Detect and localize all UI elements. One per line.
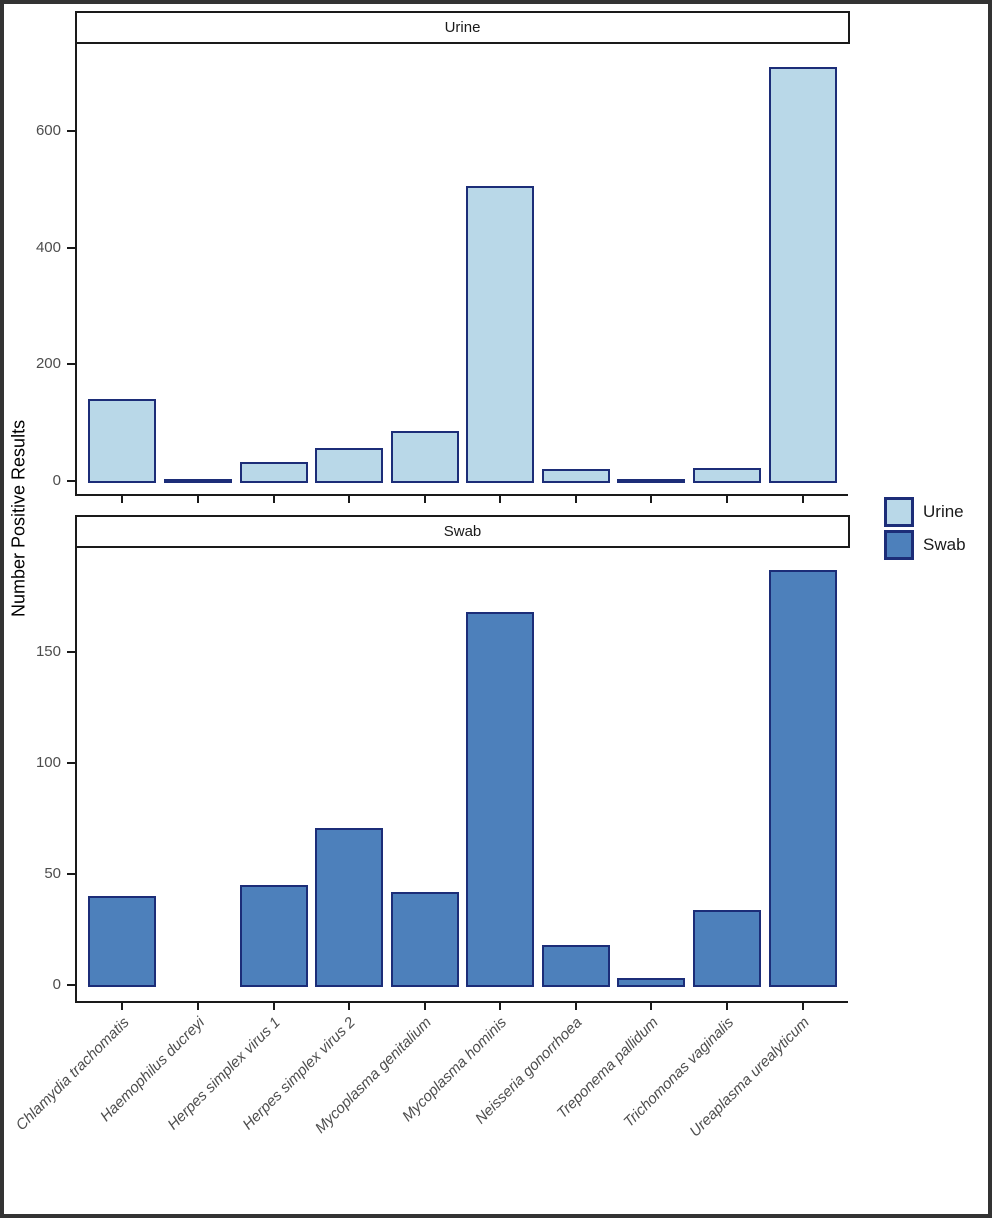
x-tick-urine-herpes-simplex-virus-1	[272, 496, 275, 503]
y-tick-swab-0	[67, 984, 75, 986]
y-tick-swab-100	[67, 762, 75, 765]
bar-urine-neisseria-gonorrhoea	[541, 469, 610, 483]
bar-urine-treponema-pallidum	[617, 479, 686, 483]
x-tick-urine-neisseria-gonorrhoea	[574, 496, 577, 503]
y-tick-label-swab-50: 50	[44, 865, 61, 883]
bar-swab-mycoplasma-hominis	[466, 612, 535, 987]
y-tick-swab-150	[67, 651, 75, 654]
bar-urine-herpes-simplex-virus-2	[315, 448, 384, 483]
x-tick-urine-chlamydia-trachomatis	[121, 496, 124, 503]
legend-item-urine: Urine	[884, 497, 966, 527]
x-tick-swab-neisseria-gonorrhoea	[574, 1003, 577, 1010]
x-tick-swab-haemophilus-ducreyi	[196, 1003, 199, 1010]
x-tick-swab-herpes-simplex-virus-1	[272, 1003, 275, 1010]
bar-urine-chlamydia-trachomatis	[88, 399, 157, 483]
y-tick-label-urine-600: 600	[35, 122, 61, 140]
legend-label-urine: Urine	[923, 502, 964, 521]
facet-strip-swab-label: Swab	[443, 523, 482, 540]
bar-swab-herpes-simplex-virus-1	[239, 885, 308, 987]
bar-swab-ureaplasma-urealyticum	[768, 570, 837, 987]
plot-panel-urine	[75, 44, 848, 496]
bar-swab-trichomonas-vaginalis	[693, 910, 762, 987]
x-tick-swab-mycoplasma-genitalium	[423, 1003, 426, 1010]
x-tick-swab-trichomonas-vaginalis	[726, 1003, 729, 1010]
bar-urine-ureaplasma-urealyticum	[768, 67, 837, 483]
legend-swatch-urine	[884, 497, 914, 527]
x-tick-urine-mycoplasma-hominis	[499, 496, 502, 503]
legend-swatch-swab	[884, 530, 914, 560]
y-tick-label-swab-100: 100	[35, 754, 61, 772]
y-tick-swab-50	[67, 873, 75, 876]
facet-strip-urine-label: Urine	[444, 19, 481, 36]
bar-swab-herpes-simplex-virus-2	[315, 828, 384, 987]
y-axis-title: Number Positive Results	[8, 419, 29, 617]
bar-swab-chlamydia-trachomatis	[88, 896, 157, 987]
bar-urine-mycoplasma-genitalium	[390, 431, 459, 483]
bar-swab-neisseria-gonorrhoea	[541, 945, 610, 987]
x-tick-swab-chlamydia-trachomatis	[121, 1003, 124, 1010]
legend-item-swab: Swab	[884, 530, 966, 560]
x-tick-swab-treponema-pallidum	[650, 1003, 653, 1010]
bar-swab-mycoplasma-genitalium	[390, 892, 459, 987]
facet-strip-urine: Urine	[75, 11, 850, 44]
x-tick-swab-ureaplasma-urealyticum	[801, 1003, 804, 1010]
x-tick-urine-ureaplasma-urealyticum	[801, 496, 804, 503]
y-tick-label-urine-400: 400	[35, 238, 61, 256]
y-tick-label-urine-0: 0	[52, 472, 61, 489]
bar-urine-herpes-simplex-virus-1	[239, 462, 308, 483]
bar-urine-haemophilus-ducreyi	[163, 479, 232, 483]
x-tick-urine-haemophilus-ducreyi	[196, 496, 199, 503]
x-tick-urine-trichomonas-vaginalis	[726, 496, 729, 503]
y-tick-label-urine-200: 200	[35, 355, 61, 373]
y-tick-label-swab-0: 0	[52, 976, 61, 993]
x-tick-urine-herpes-simplex-virus-2	[348, 496, 351, 503]
y-tick-label-swab-150: 150	[35, 643, 61, 661]
x-tick-swab-herpes-simplex-virus-2	[348, 1003, 351, 1010]
facet-strip-swab: Swab	[75, 515, 850, 548]
y-tick-urine-0	[67, 480, 75, 482]
y-tick-urine-600	[67, 130, 75, 133]
x-tick-urine-treponema-pallidum	[650, 496, 653, 503]
legend: Urine Swab	[884, 497, 966, 563]
y-tick-urine-400	[67, 246, 75, 249]
x-tick-swab-mycoplasma-hominis	[499, 1003, 502, 1010]
bar-urine-trichomonas-vaginalis	[693, 468, 762, 483]
bar-urine-mycoplasma-hominis	[466, 186, 535, 483]
legend-label-swab: Swab	[923, 535, 966, 554]
y-tick-urine-200	[67, 363, 75, 366]
bar-swab-treponema-pallidum	[617, 978, 686, 987]
x-tick-urine-mycoplasma-genitalium	[423, 496, 426, 503]
